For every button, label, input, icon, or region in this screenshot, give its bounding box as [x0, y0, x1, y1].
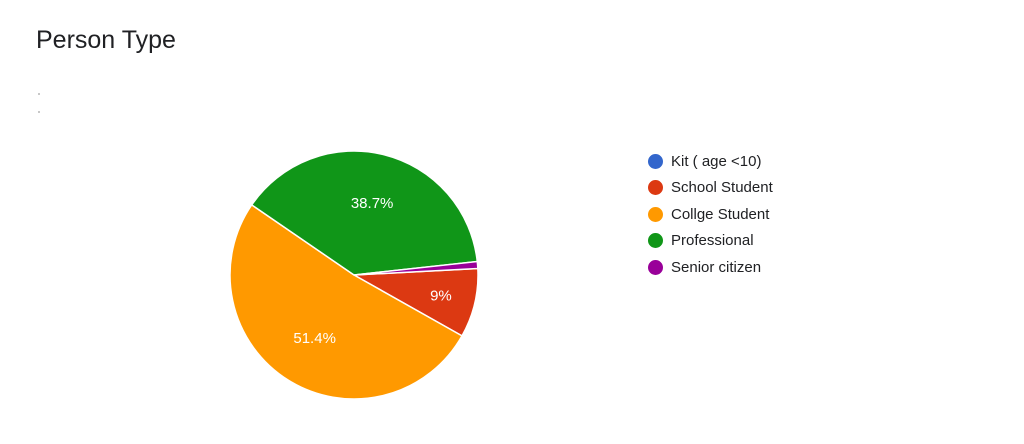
pie-slice-college-student[interactable] — [229, 203, 464, 400]
legend-label-kit: Kit ( age <10) — [671, 152, 762, 170]
legend-label-professional: Professional — [671, 232, 754, 250]
legend-swatch-senior-citizen — [648, 259, 663, 275]
legend-swatch-school-student — [648, 180, 663, 196]
legend: Kit ( age <10) School Student Collge Stu… — [648, 148, 773, 281]
legend-swatch-college-student — [648, 206, 663, 222]
legend-swatch-professional — [648, 233, 663, 249]
legend-label-school-student: School Student — [671, 179, 773, 197]
legend-item-college-student[interactable]: Collge Student — [648, 201, 773, 228]
legend-item-school-student[interactable]: School Student — [648, 175, 773, 202]
pie-slice-professional[interactable] — [250, 150, 479, 276]
legend-item-professional[interactable]: Professional — [648, 228, 773, 255]
legend-label-college-student: Collge Student — [671, 205, 770, 223]
subtitle-marks — [38, 82, 82, 113]
legend-label-senior-citizen: Senior citizen — [671, 258, 762, 276]
legend-item-kit[interactable]: Kit ( age <10) — [648, 148, 773, 175]
pie-label-college-student: 51.4% — [293, 330, 336, 347]
pie-label-professional: 38.7% — [351, 195, 394, 212]
pie-slice-senior-citizen[interactable] — [353, 260, 479, 276]
legend-swatch-kit — [648, 153, 663, 169]
legend-item-senior-citizen[interactable]: Senior citizen — [648, 254, 773, 281]
pie-label-school-student: 9% — [430, 287, 452, 304]
chart-title: Person Type — [36, 26, 176, 54]
